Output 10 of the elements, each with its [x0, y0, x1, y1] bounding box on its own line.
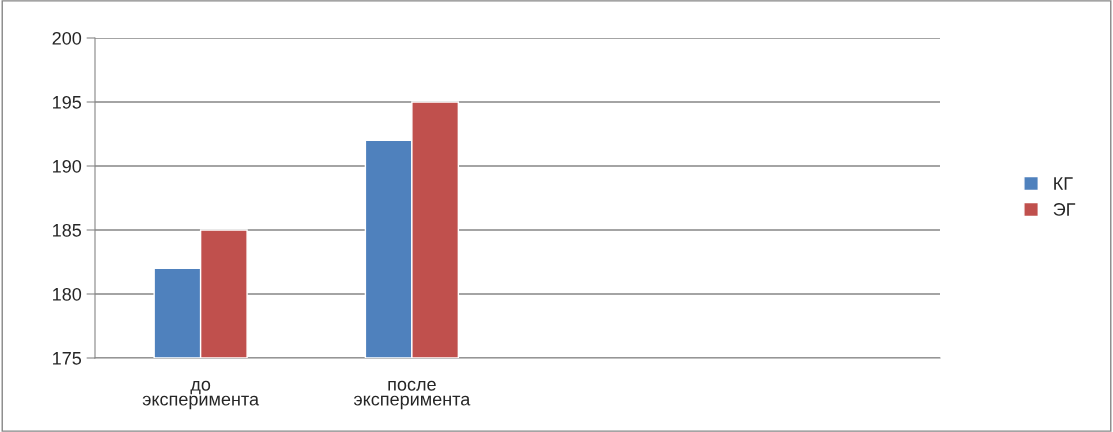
x-tick-label: после эксперимента: [353, 380, 471, 410]
y-tick-label: 190: [53, 159, 82, 173]
y-tick-label: 200: [52, 31, 82, 45]
y-tick-label: 195: [53, 95, 82, 109]
y-tick-label: 175: [53, 352, 82, 365]
legend-label: ЭГ: [1053, 203, 1076, 216]
y-tick-label: 180: [53, 287, 82, 301]
x-tick-label: до эксперимента: [142, 380, 260, 410]
y-tick-label: 185: [53, 223, 82, 237]
legend-label: КГ: [1054, 177, 1073, 190]
